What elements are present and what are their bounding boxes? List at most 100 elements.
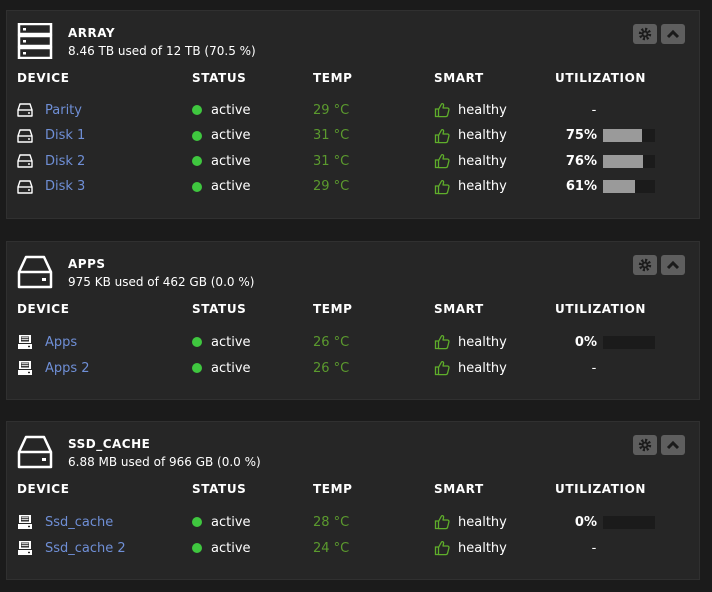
status-dot: [192, 130, 202, 141]
device-link[interactable]: Disk 3: [45, 179, 86, 194]
device-link[interactable]: Ssd_cache: [45, 514, 114, 530]
column-header-device: DEVICE: [17, 71, 70, 85]
device-row: Ssd_cache active 28 °C healthy 0%: [7, 510, 699, 534]
thumbs-up-icon: [434, 153, 450, 169]
temperature: 26 °C: [313, 334, 350, 350]
ssd-icon: [17, 360, 33, 376]
ssd-cache-panel: SSD_CACHE 6.88 MB used of 966 GB (0.0 %)…: [6, 421, 700, 580]
utilization-bar: [603, 129, 655, 142]
column-header-utilization: UTILIZATION: [555, 302, 647, 316]
panel-usage: 975 KB used of 462 GB (0.0 %): [68, 275, 255, 289]
thumbs-up-icon: [434, 360, 450, 376]
smart-status: healthy: [458, 153, 507, 169]
ssd-icon: [17, 540, 33, 556]
status-dot: [192, 105, 202, 115]
utilization-bar: [603, 515, 655, 529]
column-header-temp: TEMP: [313, 71, 353, 85]
utilization-bar: [603, 335, 655, 349]
column-header-smart: SMART: [434, 302, 484, 316]
column-header-status: STATUS: [192, 71, 247, 85]
column-header-temp: TEMP: [313, 482, 353, 496]
device-link[interactable]: Apps 2: [45, 360, 90, 376]
temperature: 31 °C: [313, 128, 350, 143]
column-header-smart: SMART: [434, 71, 484, 85]
hard-drive-icon: [17, 128, 33, 144]
status-dot: [192, 156, 202, 166]
panel-title: APPS: [68, 257, 106, 271]
device-link[interactable]: Disk 2: [45, 153, 86, 169]
panel-usage: 8.46 TB used of 12 TB (70.5 %): [68, 44, 256, 58]
status-dot: [192, 517, 202, 527]
panel-collapse-button[interactable]: [661, 255, 685, 275]
column-header-device: DEVICE: [17, 302, 70, 316]
status-dot: [192, 363, 202, 373]
drive-tray-icon: [17, 435, 53, 469]
utilization-bar-fill: [603, 180, 635, 193]
device-link[interactable]: Ssd_cache 2: [45, 540, 126, 556]
utilization-percent: 76%: [565, 153, 597, 169]
column-header-utilization: UTILIZATION: [555, 482, 647, 496]
temperature: 24 °C: [313, 540, 350, 556]
status-dot: [192, 337, 202, 347]
temperature: 28 °C: [313, 514, 350, 530]
smart-status: healthy: [458, 540, 507, 556]
utilization-percent: 75%: [565, 128, 597, 143]
status-dot: [192, 181, 202, 192]
device-row: Apps active 26 °C healthy 0%: [7, 330, 699, 354]
status-text: active: [211, 128, 251, 143]
chevron-up-icon: [666, 29, 680, 39]
panel-settings-button[interactable]: [633, 255, 657, 275]
smart-status: healthy: [458, 128, 507, 143]
drive-tray-icon: [17, 255, 53, 289]
device-link[interactable]: Apps: [45, 334, 78, 350]
panel-title: SSD_CACHE: [68, 437, 151, 451]
panel-collapse-button[interactable]: [661, 24, 685, 44]
device-link[interactable]: Parity: [45, 102, 82, 118]
chevron-up-icon: [666, 260, 680, 270]
temperature: 29 °C: [313, 179, 350, 194]
smart-status: healthy: [458, 334, 507, 350]
column-header-temp: TEMP: [313, 302, 353, 316]
thumbs-up-icon: [434, 540, 450, 556]
thumbs-up-icon: [434, 334, 450, 350]
panel-settings-button[interactable]: [633, 435, 657, 455]
utilization-percent: 61%: [565, 179, 597, 194]
panel-title: ARRAY: [68, 26, 116, 40]
status-text: active: [211, 514, 251, 530]
temperature: 26 °C: [313, 360, 350, 376]
panel-collapse-button[interactable]: [661, 435, 685, 455]
status-text: active: [211, 334, 251, 350]
panel-usage: 6.88 MB used of 966 GB (0.0 %): [68, 455, 261, 469]
device-row: Ssd_cache 2 active 24 °C healthy -: [7, 536, 699, 560]
status-text: active: [211, 153, 251, 169]
device-row: Disk 3 active 29 °C healthy 61%: [7, 175, 699, 199]
device-link[interactable]: Disk 1: [45, 128, 86, 143]
thumbs-up-icon: [434, 514, 450, 530]
utilization-empty: -: [591, 360, 597, 376]
utilization-bar: [603, 180, 655, 193]
utilization-bar-fill: [603, 129, 642, 142]
status-dot: [192, 543, 202, 553]
device-row: Parity active 29 °C healthy -: [7, 98, 699, 122]
status-text: active: [211, 360, 251, 376]
panel-settings-button[interactable]: [633, 24, 657, 44]
device-row: Disk 1 active 31 °C healthy 75%: [7, 124, 699, 148]
device-row: Disk 2 active 31 °C healthy 76%: [7, 149, 699, 173]
column-header-status: STATUS: [192, 302, 247, 316]
ssd-icon: [17, 514, 33, 530]
thumbs-up-icon: [434, 102, 450, 118]
status-text: active: [211, 540, 251, 556]
smart-status: healthy: [458, 179, 507, 194]
utilization-percent: 0%: [574, 514, 597, 530]
gear-icon: [638, 438, 652, 452]
utilization-bar: [603, 154, 655, 168]
hard-drive-icon: [17, 102, 33, 118]
thumbs-up-icon: [434, 128, 450, 144]
temperature: 29 °C: [313, 102, 350, 118]
server-stack-icon: [17, 23, 53, 59]
utilization-percent: 0%: [574, 334, 597, 350]
gear-icon: [638, 258, 652, 272]
hard-drive-icon: [17, 179, 33, 195]
column-header-device: DEVICE: [17, 482, 70, 496]
smart-status: healthy: [458, 360, 507, 376]
